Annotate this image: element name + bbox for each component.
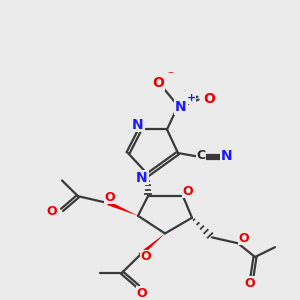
Text: O: O [183, 185, 193, 198]
Text: ⁻: ⁻ [167, 70, 173, 80]
Text: O: O [137, 287, 147, 300]
Polygon shape [107, 201, 138, 216]
Text: O: O [141, 250, 151, 263]
Text: O: O [245, 277, 255, 290]
Polygon shape [139, 233, 165, 257]
Text: O: O [47, 206, 57, 218]
Text: O: O [239, 232, 249, 245]
Text: N: N [136, 170, 148, 184]
Text: N: N [221, 149, 233, 163]
Text: O: O [203, 92, 215, 106]
Text: N: N [175, 100, 187, 114]
Text: O: O [152, 76, 164, 90]
Text: C: C [196, 149, 206, 163]
Text: +: + [186, 93, 196, 103]
Text: N: N [132, 118, 144, 132]
Text: O: O [105, 191, 115, 204]
